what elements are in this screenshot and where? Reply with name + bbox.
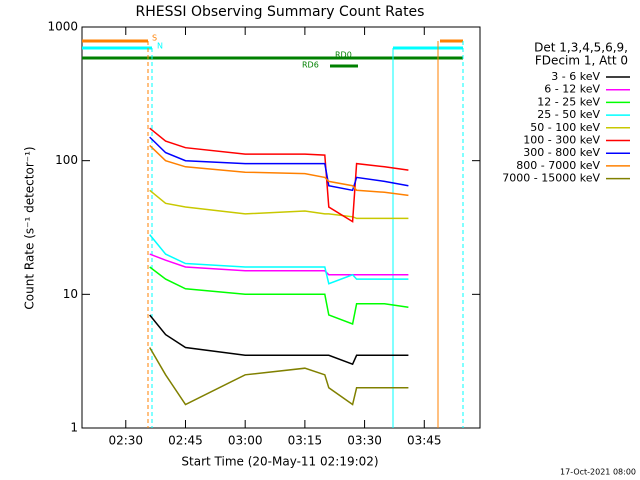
x-axis-label: Start Time (20-May-11 02:19:02) [181,455,378,469]
series-line [149,234,409,285]
legend-label: 6 - 12 keV [544,83,600,96]
x-tick-label: 03:30 [347,434,382,448]
series-line [149,136,409,192]
chart-title: RHESSI Observing Summary Count Rates [136,4,425,20]
x-tick-label: 03:00 [228,434,263,448]
series-line [149,189,409,220]
annotation: RD0 [335,51,352,60]
x-tick-label: 03:45 [407,434,442,448]
plot-frame [81,26,481,429]
legend-label: 100 - 300 keV [523,134,600,147]
y-tick-label: 10 [63,287,78,301]
x-tick-label: 03:15 [288,434,323,448]
legend-label: 50 - 100 keV [530,121,600,134]
series-line [149,253,409,276]
legend-label: 300 - 800 keV [523,146,600,159]
series-line [149,127,409,223]
footer: 17-Oct-2021 08:00 [560,468,636,477]
series-line [149,266,409,326]
y-tick-label: 1 [70,421,78,435]
x-tick-label: 02:45 [168,434,203,448]
series-line [149,144,409,197]
legend-label: 800 - 7000 keV [516,159,600,172]
legend-label: 7000 - 15000 keV [502,172,600,185]
legend-label: 25 - 50 keV [537,108,600,121]
annotation: S [152,34,157,43]
y-axis-label: Count Rate (s⁻¹ detector⁻¹) [23,146,37,309]
annotation: N [157,42,163,51]
x-tick-label: 02:30 [108,434,143,448]
legend-title: FDecim 1, Att 0 [535,54,628,68]
legend-label: 3 - 6 keV [551,70,600,83]
legend-title: Det 1,3,4,5,6,9, [534,41,628,55]
y-tick-label: 1000 [47,20,78,34]
series-line [149,314,409,366]
annotation: RD6 [302,61,319,70]
series-line [149,347,409,406]
y-tick-label: 100 [55,153,78,167]
legend-label: 12 - 25 keV [537,95,600,108]
